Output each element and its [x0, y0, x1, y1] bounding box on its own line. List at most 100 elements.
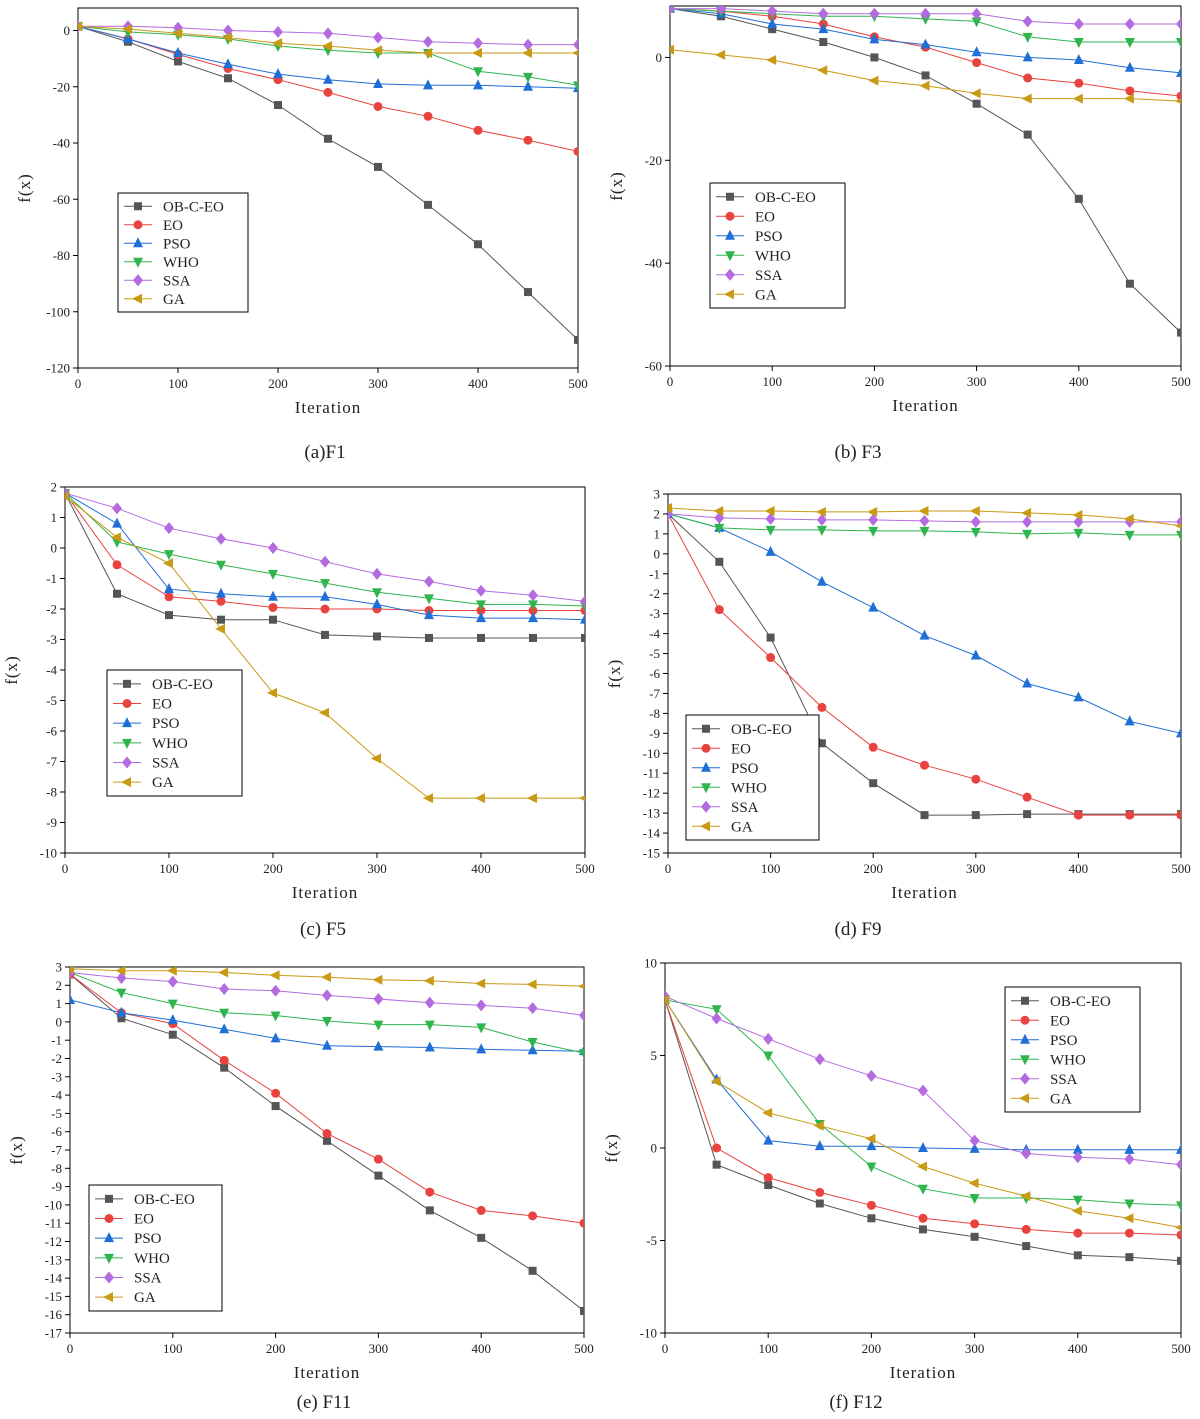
legend-label: PSO — [755, 229, 783, 245]
legend-label: GA — [755, 287, 777, 303]
data-point — [816, 513, 827, 526]
data-point — [971, 774, 981, 784]
data-point — [372, 588, 382, 599]
data-point — [1073, 1228, 1083, 1238]
data-point — [1022, 32, 1033, 43]
data-point — [866, 1069, 877, 1082]
data-point — [1124, 1199, 1135, 1210]
data-point — [1123, 1213, 1134, 1224]
legend-box — [88, 1184, 223, 1312]
legend: OB-C-EO EO PSO WHO SSA GA — [106, 669, 243, 797]
legend-item: WHO — [95, 1251, 170, 1267]
data-point — [477, 633, 485, 642]
data-point — [372, 598, 382, 609]
data-point — [818, 23, 829, 34]
data-point — [573, 38, 578, 51]
x-tick-label: 100 — [163, 1341, 183, 1356]
data-point — [477, 1233, 486, 1242]
data-point — [1176, 38, 1181, 48]
data-point — [523, 135, 533, 145]
data-point — [528, 589, 538, 602]
legend-item: GA — [716, 287, 777, 303]
panel-caption: (c) F5 — [300, 919, 346, 940]
data-point — [164, 522, 174, 535]
legend-marker — [121, 777, 131, 788]
data-point — [321, 972, 331, 983]
data-point — [122, 24, 132, 35]
series-who — [78, 22, 578, 92]
data-point — [1176, 530, 1181, 541]
data-point — [814, 1140, 825, 1151]
data-point — [473, 37, 483, 50]
legend-item: PSO — [692, 761, 759, 777]
y-tick-label: -8 — [46, 785, 57, 800]
series-ssa — [78, 20, 578, 51]
data-point — [714, 605, 724, 615]
data-point — [972, 99, 981, 108]
data-point — [373, 1040, 384, 1051]
legend-marker — [701, 743, 711, 753]
data-point — [1072, 1195, 1083, 1206]
legend-item: WHO — [716, 248, 791, 264]
legend-label: SSA — [1050, 1072, 1078, 1088]
y-tick-label: -60 — [645, 359, 662, 374]
data-point — [164, 592, 174, 602]
data-point — [767, 6, 778, 18]
data-point — [1022, 15, 1033, 28]
legend: OB-C-EO EO PSO WHO SSA GA — [117, 192, 249, 313]
legend-label: EO — [1050, 1013, 1070, 1029]
legend-box — [1004, 986, 1141, 1113]
data-point — [476, 612, 486, 623]
data-point — [1073, 1251, 1082, 1260]
series-ssa — [665, 990, 1181, 1171]
data-point — [319, 707, 329, 718]
legend-marker — [104, 1271, 114, 1284]
data-point — [1176, 1230, 1181, 1240]
legend-marker — [701, 783, 711, 794]
x-tick-label: 300 — [966, 861, 986, 876]
data-point — [1073, 18, 1084, 30]
data-point — [665, 995, 669, 1005]
data-point — [1022, 1242, 1031, 1251]
data-point — [1073, 38, 1084, 48]
data-point — [971, 7, 982, 20]
data-point — [919, 80, 930, 91]
legend-label: PSO — [163, 236, 191, 252]
data-point — [1072, 93, 1083, 104]
y-tick-label: -1 — [46, 571, 57, 586]
data-point — [117, 1014, 126, 1023]
x-tick-label: 100 — [159, 861, 179, 876]
legend-marker — [1020, 1015, 1030, 1025]
legend-label: EO — [152, 697, 172, 713]
x-tick-label: 200 — [865, 374, 885, 389]
legend-marker — [1020, 1055, 1030, 1066]
data-point — [324, 134, 332, 143]
data-point — [868, 601, 879, 612]
legend-label: OB-C-EO — [152, 677, 213, 693]
data-point — [373, 31, 383, 44]
series-ob-c-eo — [665, 996, 1181, 1265]
data-point — [969, 1134, 980, 1147]
data-point — [172, 28, 182, 39]
data-point — [1021, 93, 1032, 104]
x-tick-label: 200 — [862, 1341, 882, 1356]
legend-item: WHO — [1011, 1052, 1086, 1068]
legend-marker — [1019, 1093, 1029, 1104]
x-tick-label: 400 — [1068, 1341, 1088, 1356]
data-point — [1124, 18, 1135, 30]
data-point — [815, 1187, 825, 1197]
legend-label: EO — [134, 1212, 154, 1228]
data-point — [273, 25, 283, 38]
series-ga — [668, 502, 1181, 529]
series-eo — [665, 995, 1181, 1240]
x-tick-label: 0 — [665, 861, 672, 876]
x-tick-label: 500 — [1171, 374, 1191, 389]
x-tick-label: 200 — [263, 861, 283, 876]
data-point — [269, 970, 280, 981]
data-point — [580, 613, 585, 624]
data-point — [268, 602, 278, 612]
y-tick-label: -20 — [645, 153, 662, 168]
x-tick-label: 400 — [1069, 861, 1089, 876]
legend-item: SSA — [1011, 1072, 1078, 1088]
